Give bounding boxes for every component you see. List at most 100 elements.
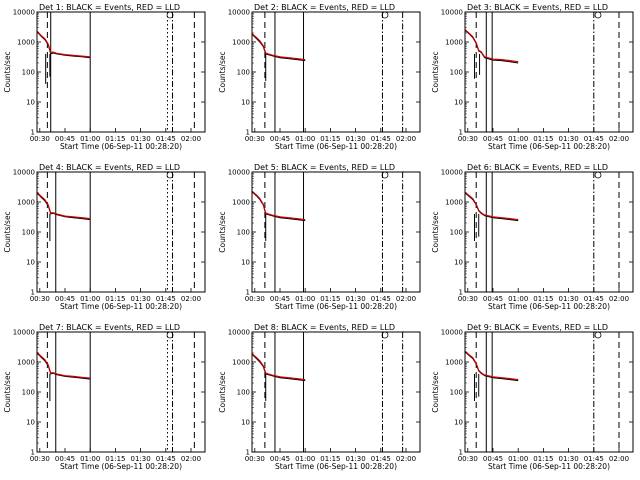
x-tick-label: 01:15 <box>320 295 340 303</box>
y-tick-label: 1000 <box>232 39 250 47</box>
y-tick-label: 10 <box>454 259 463 267</box>
y-tick-label: 10 <box>26 259 35 267</box>
x-tick-label: 00:30 <box>458 135 478 143</box>
plot-frame <box>251 171 421 293</box>
x-tick-label: 01:15 <box>320 455 340 463</box>
series-line-events <box>36 31 91 59</box>
x-tick-label: 00:30 <box>30 455 50 463</box>
x-tick-label: 01:30 <box>131 455 151 463</box>
x-tick-label: 00:45 <box>270 135 290 143</box>
series-line-events <box>251 33 306 62</box>
x-tick-label: 00:30 <box>245 295 265 303</box>
x-tick-label: 02:00 <box>396 135 416 143</box>
y-tick-label: 10000 <box>441 9 463 17</box>
x-tick-label: 01:15 <box>105 295 125 303</box>
det-panel-3: Det 3: BLACK = Events, RED = LLD 1 10 100 10… <box>431 3 634 151</box>
x-axis-label: Start Time (06-Sep-11 00:28:20) <box>488 142 610 151</box>
x-tick-label: 00:30 <box>30 135 50 143</box>
x-tick-label: 01:15 <box>320 135 340 143</box>
y-tick-label: 1000 <box>17 39 35 47</box>
y-tick-label: 1 <box>31 449 35 457</box>
x-axis-label: Start Time (06-Sep-11 00:28:20) <box>488 302 610 311</box>
x-tick-label: 00:45 <box>55 455 75 463</box>
x-tick-label: 01:00 <box>295 295 315 303</box>
x-tick-label: 00:30 <box>245 135 265 143</box>
y-tick-label: 100 <box>22 389 35 397</box>
x-tick-label: 00:45 <box>270 455 290 463</box>
y-tick-label: 10000 <box>228 329 250 337</box>
y-tick-label: 1000 <box>232 199 250 207</box>
x-tick-label: 00:30 <box>245 455 265 463</box>
y-tick-label: 1000 <box>17 199 35 207</box>
x-tick-label: 01:00 <box>508 295 528 303</box>
x-axis-label: Start Time (06-Sep-11 00:28:20) <box>60 302 182 311</box>
y-tick-label: 1 <box>31 289 35 297</box>
y-axis-label: Counts/sec <box>218 51 227 92</box>
y-tick-label: 1 <box>459 129 463 137</box>
series-line-lld <box>251 33 306 61</box>
x-tick-label: 01:15 <box>533 455 553 463</box>
panel-title: Det 7: BLACK = Events, RED = LLD <box>39 323 180 332</box>
y-tick-label: 100 <box>237 389 250 397</box>
x-tick-label: 01:30 <box>559 295 579 303</box>
series-line-events <box>251 353 306 382</box>
plot-frame <box>464 171 634 293</box>
y-tick-label: 10000 <box>228 9 250 17</box>
y-tick-label: 10000 <box>13 9 35 17</box>
x-tick-label: 01:30 <box>346 135 366 143</box>
panel-title: Det 1: BLACK = Events, RED = LLD <box>39 3 180 12</box>
x-tick-label: 00:45 <box>55 135 75 143</box>
y-tick-label: 1000 <box>445 39 463 47</box>
plot-frame <box>464 331 634 453</box>
y-axis-label: Counts/sec <box>431 211 440 252</box>
y-tick-label: 100 <box>237 229 250 237</box>
panel-title: Det 8: BLACK = Events, RED = LLD <box>254 323 395 332</box>
x-tick-label: 02:00 <box>609 295 629 303</box>
y-tick-label: 10000 <box>441 329 463 337</box>
y-axis-label: Counts/sec <box>431 51 440 92</box>
y-tick-label: 100 <box>450 69 463 77</box>
x-tick-label: 02:00 <box>609 455 629 463</box>
y-tick-label: 1 <box>246 289 250 297</box>
det-panel-5: Det 5: BLACK = Events, RED = LLD 1 10 100 10… <box>218 163 421 311</box>
det-panel-2: Det 2: BLACK = Events, RED = LLD 1 10 100 10… <box>218 3 421 151</box>
plot-frame <box>251 11 421 133</box>
x-tick-label: 01:30 <box>559 455 579 463</box>
x-tick-label: 01:45 <box>371 455 391 463</box>
series-line-events <box>251 191 306 222</box>
y-tick-label: 100 <box>450 389 463 397</box>
x-tick-label: 01:00 <box>80 455 100 463</box>
det-panel-8: Det 8: BLACK = Events, RED = LLD 1 10 100 10… <box>218 323 421 471</box>
x-tick-label: 01:30 <box>131 295 151 303</box>
y-tick-label: 10 <box>26 419 35 427</box>
x-tick-label: 01:30 <box>346 455 366 463</box>
x-tick-label: 00:45 <box>55 295 75 303</box>
series-line-lld <box>464 29 519 63</box>
y-axis-label: Counts/sec <box>218 211 227 252</box>
plot-frame <box>464 11 634 133</box>
x-tick-label: 01:45 <box>156 455 176 463</box>
y-axis-label: Counts/sec <box>3 371 12 412</box>
y-tick-label: 10 <box>241 419 250 427</box>
y-tick-label: 10 <box>454 99 463 107</box>
y-tick-label: 1 <box>31 129 35 137</box>
x-tick-label: 01:15 <box>105 135 125 143</box>
y-tick-label: 10000 <box>228 169 250 177</box>
x-tick-label: 00:30 <box>458 295 478 303</box>
x-tick-label: 00:45 <box>483 295 503 303</box>
series-line-lld <box>251 190 306 221</box>
x-tick-label: 00:30 <box>458 455 478 463</box>
x-tick-label: 01:30 <box>346 295 366 303</box>
x-axis-label: Start Time (06-Sep-11 00:28:20) <box>60 462 182 471</box>
y-tick-label: 1000 <box>445 359 463 367</box>
x-tick-label: 01:45 <box>584 135 604 143</box>
plot-frame <box>36 331 206 453</box>
y-tick-label: 10 <box>241 259 250 267</box>
y-axis-label: Counts/sec <box>3 211 12 252</box>
x-tick-label: 01:00 <box>80 135 100 143</box>
x-tick-label: 01:45 <box>371 295 391 303</box>
plot-frame <box>36 171 206 293</box>
y-tick-label: 1000 <box>232 359 250 367</box>
x-tick-label: 01:30 <box>131 135 151 143</box>
